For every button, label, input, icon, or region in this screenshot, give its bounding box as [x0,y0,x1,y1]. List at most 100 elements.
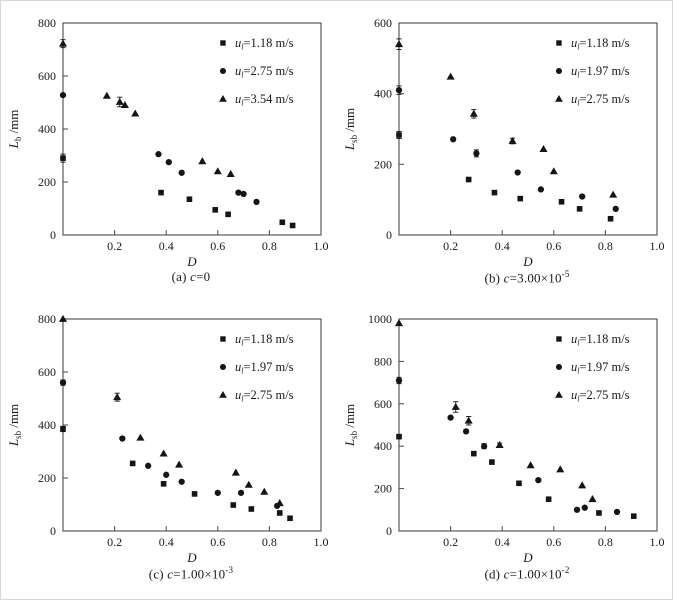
square-marker [160,481,167,487]
x-tick-label: 0.4 [495,535,510,549]
x-tick-label: 0.4 [159,239,174,253]
triangle-marker [115,97,124,105]
square-marker [60,155,66,161]
subplot-b: 0.2 0.4 0.6 0.8 1.0 0 200 400 600 D Lsb /mm ul=1.18… [337,1,672,297]
y-tick-label: 400 [38,418,56,432]
triangle-marker [495,440,504,449]
y-tick-label: 200 [38,175,56,189]
caption-value: =0 [196,269,211,284]
series-circle [395,376,621,516]
y-axis: 0 200 400 600 [374,16,404,242]
circle-marker [59,379,67,386]
y-tick-label: 400 [38,122,56,136]
y-tick-label: 0 [386,524,392,538]
caption-d: (d) c=1.00×10-2 [337,565,672,582]
triangle-marker [555,95,563,102]
triangle-marker [219,391,227,398]
caption-variable: c [167,566,174,582]
triangle-marker [549,167,558,175]
square-marker [248,506,255,512]
triangle-marker [102,91,111,99]
y-tick-label: 600 [38,365,56,379]
square-marker [129,460,136,467]
x-axis-label: D [186,550,197,563]
triangle-marker [260,487,269,495]
caption-index: (c) [148,566,168,582]
triangle-marker [131,109,140,117]
x-tick-label: 0.6 [546,239,561,253]
plot-frame [62,318,322,532]
triangle-marker [609,190,618,198]
square-marker [517,195,524,202]
circle-marker [462,428,470,435]
y-tick-label: 0 [386,228,392,242]
subplot-d: 0.2 0.4 0.6 0.8 1.0 0 200 400 600 800 1000 D Lsb /mm… [337,297,672,599]
caption-exponent: -2 [561,565,570,575]
x-tick-label: 0.2 [107,239,122,253]
scatter-plot-a: 0.2 0.4 0.6 0.8 1.0 0 200 400 600 800 D Lb /mm ul=1.… [1,1,337,267]
scatter-plot-svg: 0.2 0.4 0.6 0.8 1.0 0 200 400 600 800 D Lsb /mm ul=1… [6,312,329,563]
triangle-marker [508,136,517,144]
legend: ul=1.18 m/s ul=1.97 m/s ul=2.75 m/s [219,332,294,404]
plot-frame [398,318,658,532]
triangle-marker [244,480,253,488]
square-marker [287,515,293,522]
scatter-plot-d: 0.2 0.4 0.6 0.8 1.0 0 200 400 600 800 1000 D Lsb /mm… [337,297,672,563]
legend-label: ul=3.54 m/s [235,92,294,108]
circle-marker [535,476,542,484]
y-tick-label: 0 [50,228,56,242]
square-marker [545,496,552,502]
caption-variable: c [503,566,510,582]
square-marker [596,510,602,516]
x-tick-label: 0.8 [262,239,277,253]
y-axis: 0 200 400 600 800 [38,16,68,242]
caption-value: =1.00×10 [509,566,562,582]
y-axis: 0 200 400 600 800 [38,312,68,538]
circle-marker [119,435,126,442]
triangle-marker [555,391,563,398]
scatter-plot-svg: 0.2 0.4 0.6 0.8 1.0 0 200 400 600 800 D Lb /mm ul=1.… [6,16,329,267]
square-marker [607,215,614,222]
triangle-marker [113,393,122,401]
caption-exponent: -5 [561,269,570,279]
triangle-marker [198,157,207,165]
series-triangle [58,314,284,507]
x-tick-label: 0.6 [210,535,225,549]
legend-label: ul=1.18 m/s [571,332,630,348]
circle-marker [178,478,185,485]
y-tick-label: 1000 [368,312,392,326]
square-marker [396,132,402,138]
square-marker [489,459,495,465]
square-marker [60,426,66,432]
triangle-marker [394,319,404,327]
square-marker [558,198,565,205]
legend: ul=1.18 m/s ul=1.97 m/s ul=2.75 m/s [555,332,630,404]
triangle-marker [446,72,455,80]
triangle-marker [578,481,587,489]
square-marker [491,189,498,196]
legend-label: ul=1.18 m/s [235,36,294,52]
x-axis: 0.2 0.4 0.6 0.8 1.0 [443,526,665,549]
triangle-marker [231,468,240,476]
x-axis: 0.2 0.4 0.6 0.8 1.0 [107,526,329,549]
square-marker [289,222,296,229]
y-tick-label: 600 [374,397,392,411]
plot-frame [398,22,658,236]
circle-marker [219,67,226,75]
circle-marker [555,363,562,371]
square-marker [191,491,198,497]
x-tick-label: 0.8 [598,535,613,549]
square-marker [556,336,562,342]
subplot-c: 0.2 0.4 0.6 0.8 1.0 0 200 400 600 800 D Lsb /mm ul=1… [1,297,337,599]
square-marker [220,40,226,46]
triangle-marker [136,433,145,441]
legend-label: ul=2.75 m/s [571,92,630,108]
y-axis-label: Lsb /mm [342,404,359,447]
triangle-marker [120,101,129,109]
caption-index: (d) [484,566,504,582]
y-tick-label: 600 [374,16,392,30]
x-axis: 0.2 0.4 0.6 0.8 1.0 [443,230,665,253]
square-marker [279,219,286,226]
y-tick-label: 0 [50,524,56,538]
circle-marker [395,377,403,384]
